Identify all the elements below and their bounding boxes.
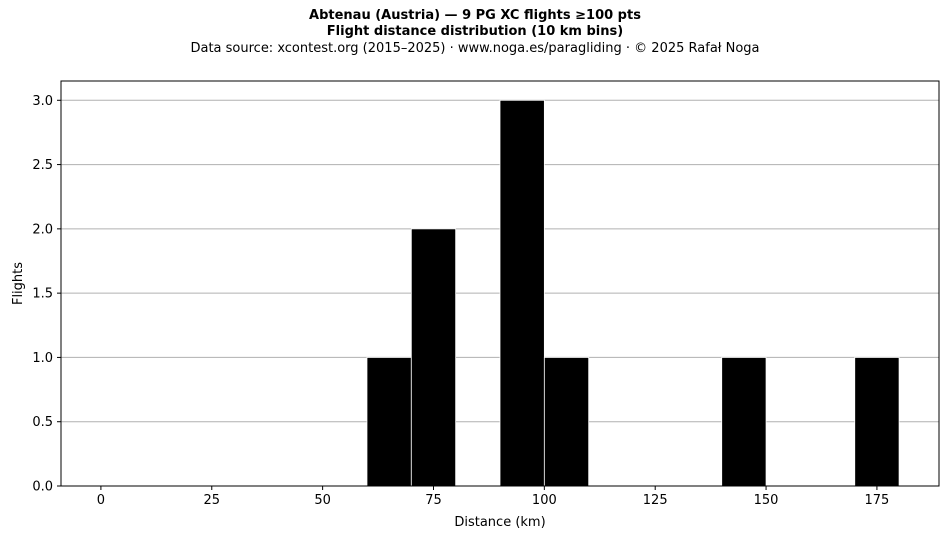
y-tick-label: 1.5 [32,287,53,302]
plot-frame [60,80,940,487]
x-axis-ticks: 0 25 50 75 100 125 150 175 [97,486,890,508]
y-tick-label: 3.0 [32,94,53,109]
histogram-bar [499,99,545,487]
chart-titles: Abtenau (Austria) — 9 PG XC flights ≥100… [0,8,950,58]
y-tick-label: 0.5 [32,415,53,430]
histogram-bar [543,357,590,487]
bars [366,99,900,487]
histogram-bar [721,357,767,487]
histogram-bar [410,228,457,487]
y-axis-ticks: 0.0 0.5 1.0 1.5 2.0 2.5 3.0 [32,94,61,495]
chart-source-note: Data source: xcontest.org (2015–2025) · … [190,41,760,56]
y-tick-label: 0.0 [32,480,53,495]
x-tick-label: 150 [754,493,779,508]
x-tick-label: 0 [97,493,105,508]
x-tick-label: 25 [203,493,220,508]
x-tick-label: 125 [643,493,668,508]
x-tick-label: 75 [425,493,442,508]
x-tick-label: 175 [865,493,890,508]
chart-title: Abtenau (Austria) — 9 PG XC flights ≥100… [309,8,641,23]
x-tick-label: 100 [532,493,557,508]
y-tick-label: 2.5 [32,158,53,173]
y-tick-label: 2.0 [32,222,53,237]
x-axis-label: Distance (km) [454,515,545,530]
histogram-bar [854,357,900,487]
y-tick-label: 1.0 [32,351,53,366]
y-axis-label: Flights [11,262,26,305]
x-tick-label: 50 [314,493,331,508]
chart-subtitle: Flight distance distribution (10 km bins… [326,24,624,39]
histogram-bar [366,357,412,487]
